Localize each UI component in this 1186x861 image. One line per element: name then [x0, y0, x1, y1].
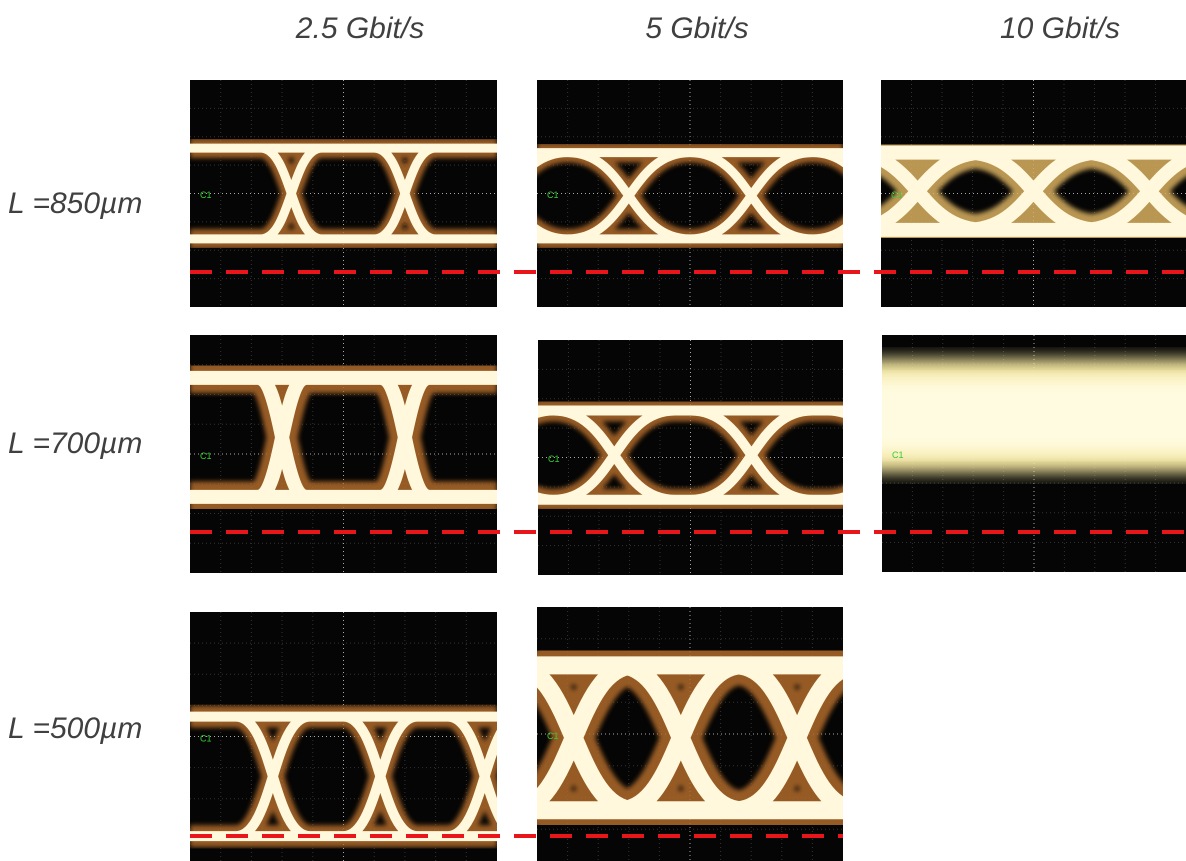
channel-label: C1 [200, 733, 212, 743]
column-header: 10 Gbit/s [1000, 12, 1120, 45]
screen [190, 80, 497, 307]
noise-band [882, 377, 1186, 454]
eye-panel: C1 [190, 335, 497, 573]
row-label: L =700µm [8, 427, 142, 460]
channel-label: C1 [547, 731, 559, 741]
eye-trace [190, 143, 497, 244]
eye-trace [190, 370, 497, 504]
eye-panel: C1 [537, 607, 843, 861]
eye-panel: C1 [538, 340, 843, 575]
channel-label: C1 [200, 451, 212, 461]
panel-content: C1 [882, 335, 1186, 572]
channel-label: C1 [547, 190, 559, 200]
channel-label: C1 [548, 454, 560, 464]
channel-label: C1 [200, 190, 212, 200]
panel-content: C1 [190, 80, 497, 307]
panel-content: C1 [190, 335, 497, 573]
panel-content: C1 [190, 612, 497, 861]
column-header: 2.5 Gbit/s [295, 12, 424, 45]
panel-content: C1 [537, 607, 843, 861]
channel-label: C1 [892, 450, 904, 460]
channel-label: C1 [891, 190, 903, 200]
panel-content: C1 [537, 80, 843, 307]
eye-trace [537, 148, 843, 244]
eye-diagrams: C1 C1 C1 C1 C1 C1 C1 C1 [190, 80, 1186, 861]
eye-panel: C1 [190, 612, 497, 861]
eye-panel: C1 [537, 80, 843, 307]
eye-panel: C1 [882, 335, 1186, 572]
row-label: L =500µm [8, 712, 142, 745]
eye-trace [537, 656, 843, 820]
eye-panel: C1 [190, 80, 497, 307]
row-label: L =850µm [8, 187, 142, 220]
panel-content: C1 [538, 340, 843, 575]
eye-trace [881, 145, 1186, 237]
column-header: 5 Gbit/s [645, 12, 748, 45]
reference-lines [190, 270, 1186, 838]
eye-trace [538, 405, 843, 505]
panel-content: C1 [881, 80, 1186, 307]
eye-panel: C1 [881, 80, 1186, 307]
